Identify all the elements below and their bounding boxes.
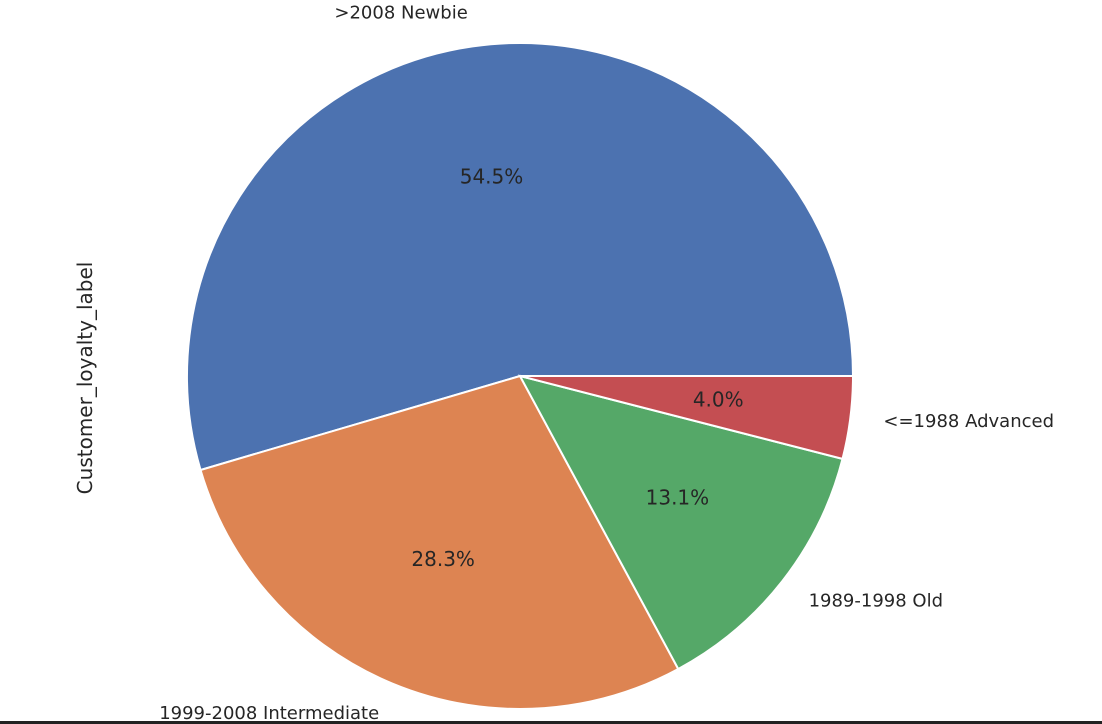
y-axis-label: Customer_loyalty_label <box>73 262 97 495</box>
pie-labels: >2008 Newbie 54.5% 1999-2008 Intermediate 2… <box>159 2 1054 724</box>
slice-label-2: 1989-1998 Old <box>809 591 943 612</box>
slice-percent-0: 54.5% <box>460 165 524 189</box>
bottom-border <box>0 721 1102 724</box>
pie-slice-0 <box>186 42 855 472</box>
slice-label-1: 1999-2008 Intermediate <box>159 703 379 724</box>
slice-percent-2: 13.1% <box>646 486 710 510</box>
pie-slice-1 <box>199 374 680 710</box>
pie-slices <box>186 42 855 710</box>
slice-percent-3: 4.0% <box>693 388 744 412</box>
pie-slice-3 <box>519 375 855 461</box>
pie-slice-2 <box>518 374 844 671</box>
slice-label-0: >2008 Newbie <box>334 2 467 23</box>
slice-percent-1: 28.3% <box>411 547 475 571</box>
slice-label-3: <=1988 Advanced <box>883 411 1054 432</box>
